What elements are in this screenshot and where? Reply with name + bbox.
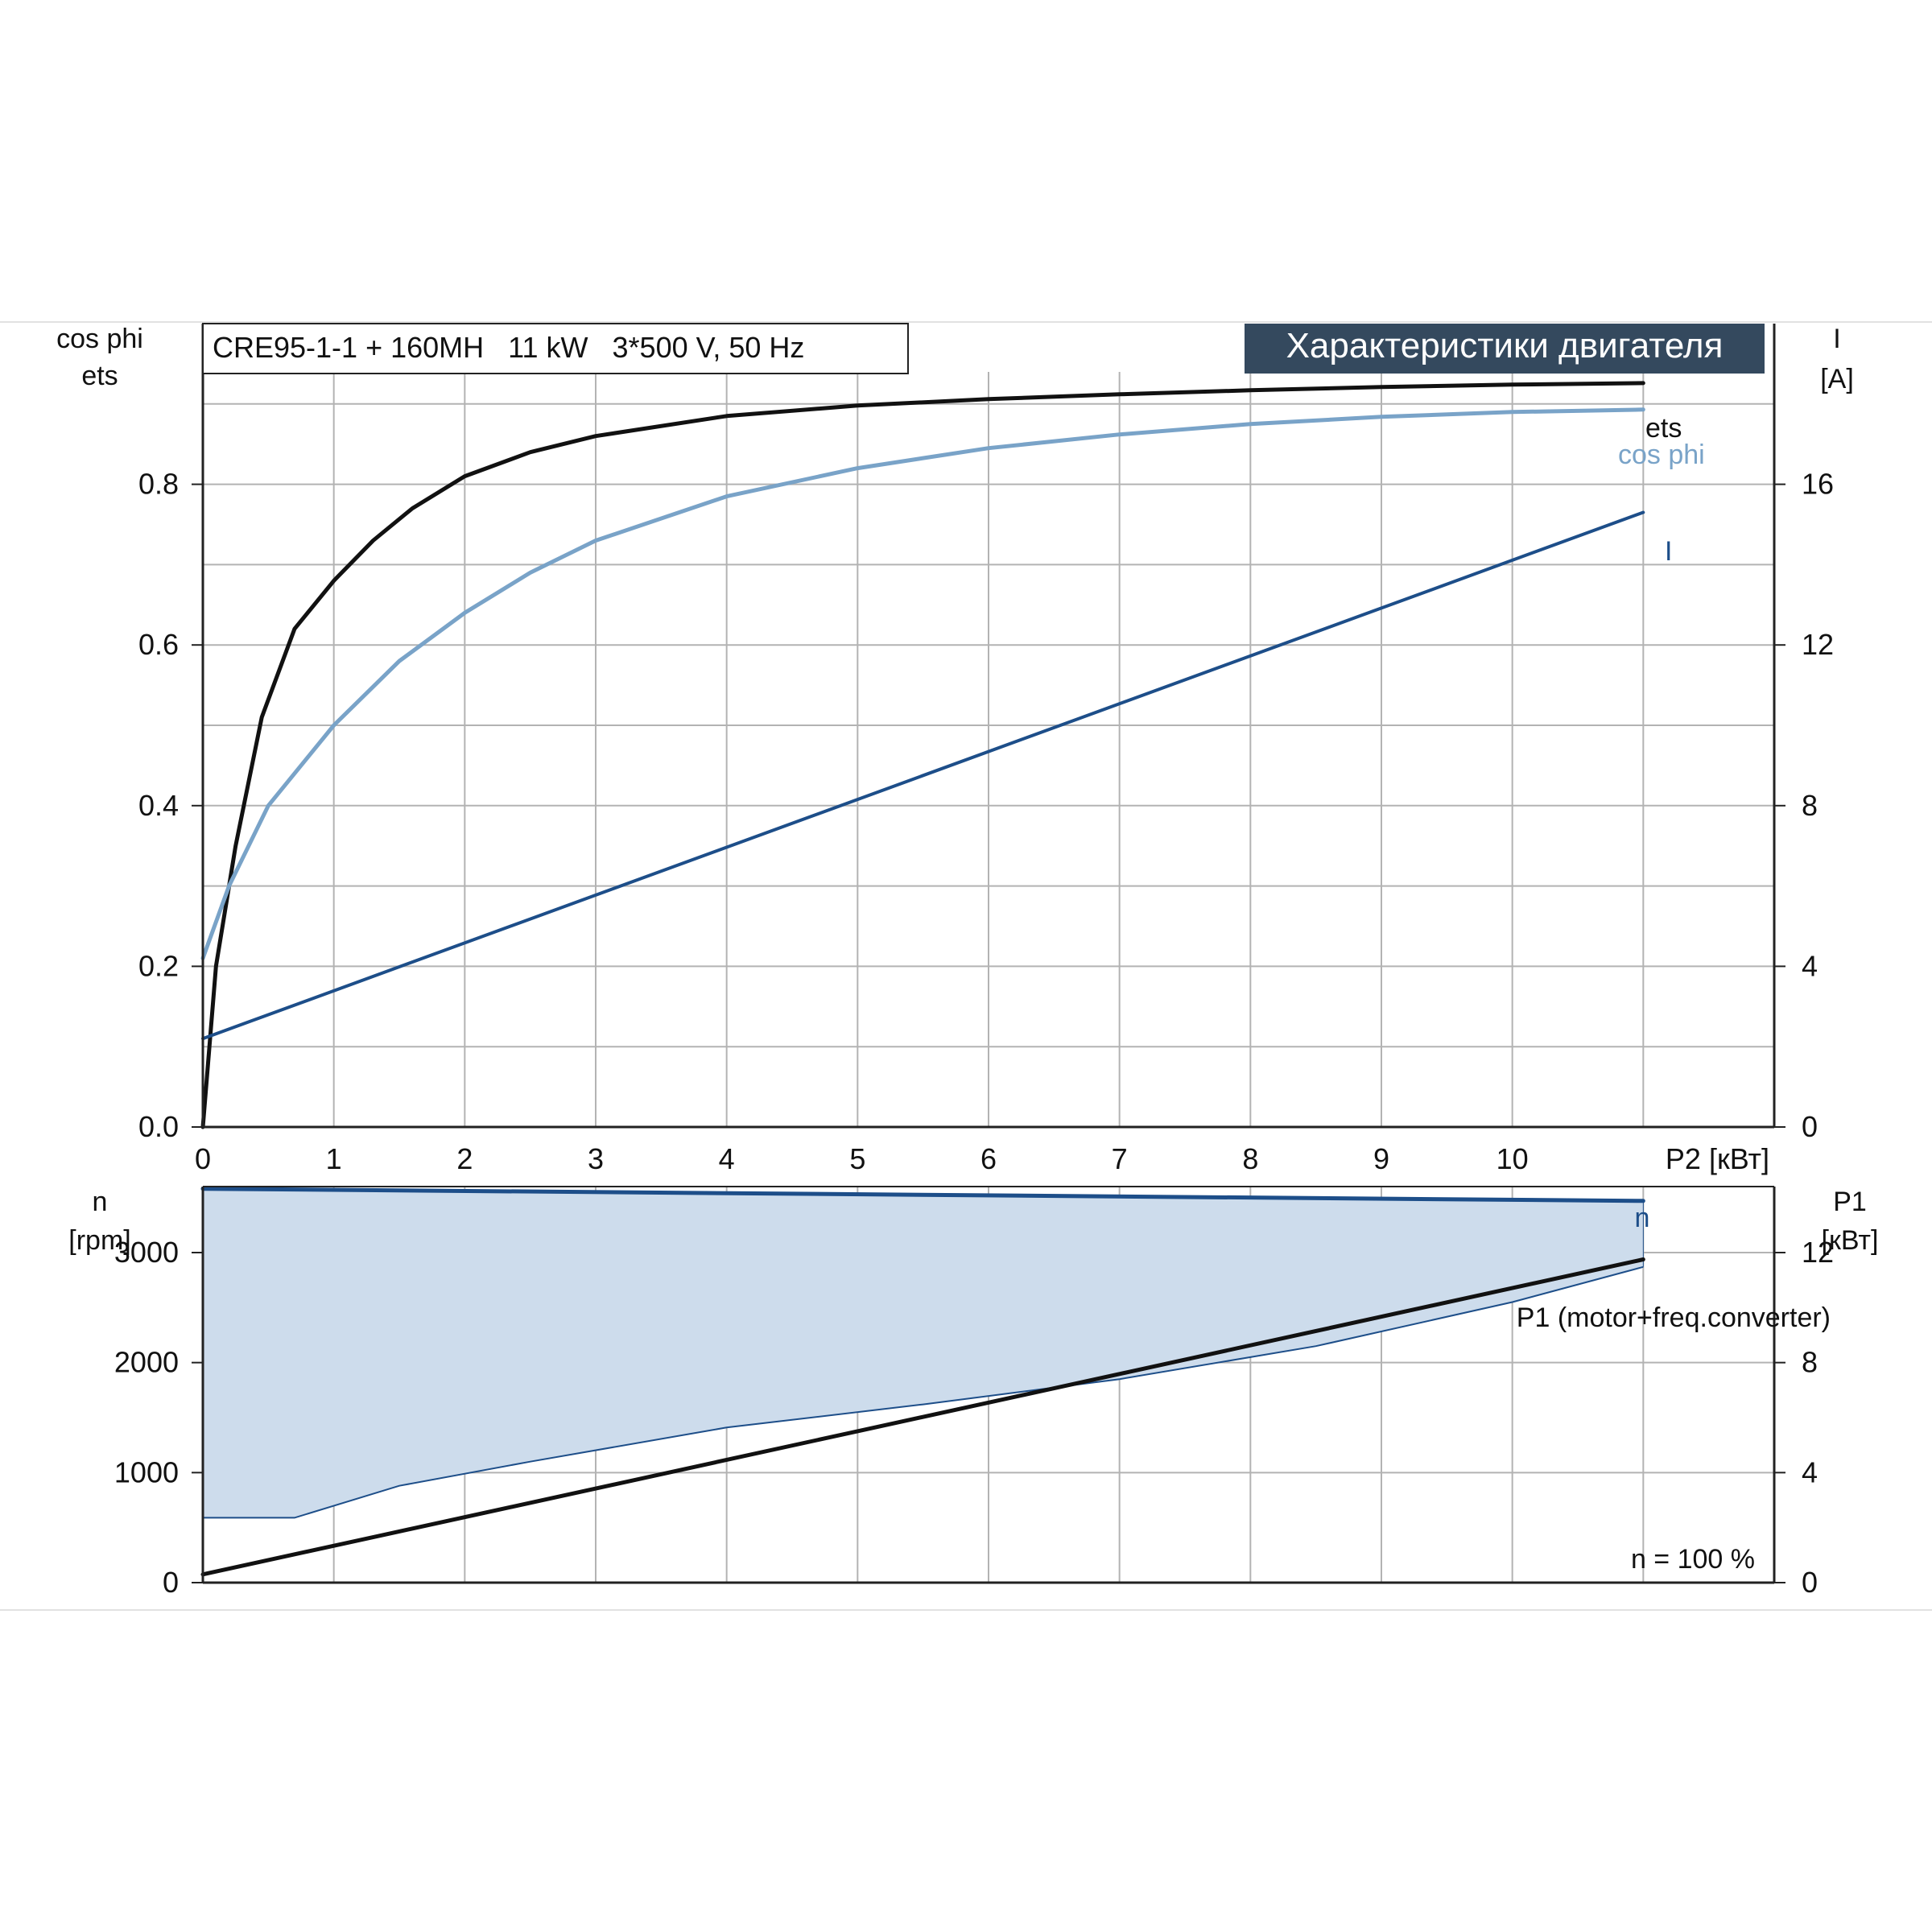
section-badge — [1245, 324, 1765, 374]
top-grid — [203, 372, 1774, 1127]
y-left-tick-label: 3000 — [114, 1236, 179, 1269]
y-right-tick-label: 0 — [1802, 1566, 1818, 1599]
x-tick-label: 10 — [1496, 1142, 1529, 1175]
x-tick-label: 6 — [980, 1142, 997, 1175]
bottom-tick-labels: 0 1000 2000 3000 0 4 8 12 — [114, 1236, 1834, 1599]
x-tick-label: 8 — [1242, 1142, 1258, 1175]
series-label-speed: n — [1635, 1203, 1650, 1233]
series-label-current: I — [1665, 536, 1672, 567]
y-right-tick-label: 4 — [1802, 949, 1818, 982]
y-left-tick-label: 0.8 — [138, 468, 179, 501]
y-left-label-rpm: [rpm] — [68, 1225, 130, 1256]
y-left-label-ets: ets — [81, 361, 118, 391]
bottom-panel: n [rpm] P1 [кВт] 0 1000 2000 3000 0 4 8 12 n P1… — [68, 1186, 1879, 1599]
y-right-tick-label: 0 — [1802, 1110, 1818, 1143]
y-right-label-unit-a: [A] — [1820, 364, 1854, 394]
cos-phi-line — [200, 407, 1645, 960]
y-left-label-n: n — [93, 1187, 108, 1217]
speed-envelope-area — [203, 1188, 1644, 1518]
y-right-label-p1: P1 — [1833, 1187, 1867, 1217]
x-axis-label: P2 [кВт] — [1666, 1142, 1769, 1175]
y-right-tick-label: 16 — [1802, 468, 1834, 501]
section-badge-label: Характеристики двигателя — [1286, 326, 1724, 365]
y-left-label-cosphi: cos phi — [56, 324, 143, 354]
series-label-cosphi: cos phi — [1618, 440, 1705, 470]
p1-line — [200, 1257, 1645, 1577]
x-tick-label: 2 — [456, 1142, 473, 1175]
x-tick-label: 5 — [849, 1142, 865, 1175]
y-right-tick-label: 12 — [1802, 628, 1834, 661]
speed-annotation: n = 100 % — [1631, 1544, 1755, 1575]
chart-title: CRE95-1-1 + 160MH 11 kW 3*500 V, 50 Hz — [213, 331, 804, 364]
y-left-tick-label: 0.4 — [138, 789, 179, 822]
series-label-p1: P1 (motor+freq.converter) — [1517, 1302, 1831, 1333]
series-label-ets: ets — [1645, 413, 1682, 444]
y-right-label-i: I — [1833, 324, 1840, 354]
y-left-tick-label: 0.0 — [138, 1110, 179, 1143]
x-tick-label: 4 — [719, 1142, 735, 1175]
speed-line — [200, 1187, 1645, 1203]
y-right-tick-label: 12 — [1802, 1236, 1834, 1269]
y-left-tick-label: 2000 — [114, 1346, 179, 1379]
bottom-series — [200, 1187, 1645, 1577]
y-left-tick-label: 1000 — [114, 1455, 179, 1488]
chart-title-box — [202, 323, 909, 374]
min-speed-line — [203, 1265, 1644, 1519]
y-left-tick-label: 0.2 — [138, 949, 179, 982]
current-line — [201, 510, 1645, 1041]
y-right-tick-label: 4 — [1802, 1455, 1818, 1488]
x-tick-label: 9 — [1373, 1142, 1389, 1175]
y-left-tick-label: 0 — [163, 1566, 179, 1599]
x-tick-label: 0 — [195, 1142, 211, 1175]
y-right-tick-label: 8 — [1802, 789, 1818, 822]
ets-line — [200, 381, 1645, 1129]
y-right-label-kw: [кВт] — [1822, 1225, 1879, 1256]
top-panel: CRE95-1-1 + 160MH 11 kW 3*500 V, 50 Hz Х… — [56, 323, 1854, 1175]
top-series — [200, 381, 1645, 1129]
y-right-tick-label: 8 — [1802, 1346, 1818, 1379]
x-tick-label: 1 — [326, 1142, 342, 1175]
x-tick-label: 3 — [588, 1142, 604, 1175]
x-tick-label: 7 — [1112, 1142, 1128, 1175]
y-left-tick-label: 0.6 — [138, 628, 179, 661]
